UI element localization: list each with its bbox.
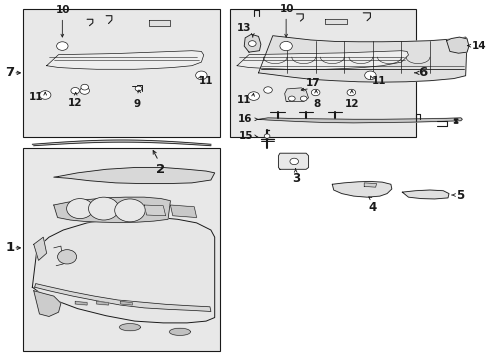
Circle shape — [195, 71, 206, 80]
Circle shape — [71, 87, 80, 94]
Bar — [229, 9, 415, 137]
Polygon shape — [144, 205, 165, 216]
Text: 14: 14 — [471, 41, 486, 51]
Text: 8: 8 — [313, 99, 320, 109]
Circle shape — [300, 96, 306, 101]
Text: 5: 5 — [455, 189, 464, 202]
Circle shape — [346, 89, 355, 96]
Circle shape — [279, 41, 292, 51]
Text: 11: 11 — [199, 76, 213, 86]
Bar — [23, 148, 220, 351]
Circle shape — [88, 197, 119, 220]
Polygon shape — [97, 301, 108, 305]
Circle shape — [248, 41, 256, 46]
Circle shape — [247, 92, 259, 100]
Polygon shape — [237, 51, 407, 69]
Circle shape — [80, 87, 89, 94]
Circle shape — [264, 134, 269, 138]
Polygon shape — [258, 118, 461, 123]
Polygon shape — [119, 324, 140, 331]
Polygon shape — [54, 197, 170, 222]
Text: 10: 10 — [56, 5, 70, 15]
Polygon shape — [35, 284, 210, 311]
Polygon shape — [32, 140, 210, 146]
Polygon shape — [278, 153, 308, 169]
Bar — [23, 9, 220, 137]
Circle shape — [288, 96, 295, 101]
Polygon shape — [169, 328, 190, 336]
Text: 13: 13 — [236, 23, 251, 33]
Circle shape — [57, 42, 68, 50]
Polygon shape — [54, 167, 214, 184]
Text: 2: 2 — [156, 163, 165, 176]
Polygon shape — [364, 183, 376, 187]
Text: 11: 11 — [371, 76, 386, 86]
Polygon shape — [244, 34, 261, 52]
Polygon shape — [75, 301, 87, 305]
Text: 7: 7 — [5, 66, 14, 79]
Text: 11: 11 — [236, 95, 251, 105]
Text: 16: 16 — [238, 114, 252, 124]
Circle shape — [311, 89, 319, 96]
Text: 9: 9 — [133, 99, 141, 109]
Polygon shape — [46, 51, 203, 69]
Polygon shape — [446, 37, 468, 53]
Circle shape — [58, 250, 77, 264]
Text: 12: 12 — [68, 98, 82, 108]
Polygon shape — [34, 291, 61, 316]
Polygon shape — [32, 217, 214, 323]
Circle shape — [40, 91, 51, 99]
Polygon shape — [325, 19, 346, 24]
Polygon shape — [332, 181, 391, 197]
Circle shape — [135, 86, 142, 91]
Polygon shape — [34, 237, 46, 260]
Text: 10: 10 — [279, 4, 294, 14]
Polygon shape — [258, 36, 466, 82]
Polygon shape — [120, 301, 132, 305]
Polygon shape — [402, 190, 448, 199]
Polygon shape — [170, 205, 196, 217]
Circle shape — [289, 158, 298, 165]
Circle shape — [81, 84, 88, 90]
Text: 11: 11 — [29, 92, 43, 102]
Circle shape — [66, 199, 93, 219]
Circle shape — [364, 71, 375, 80]
Circle shape — [263, 87, 272, 93]
Text: 1: 1 — [5, 241, 14, 255]
Text: 17: 17 — [305, 78, 320, 88]
Polygon shape — [149, 20, 170, 26]
Text: 6: 6 — [417, 66, 427, 79]
Text: 15: 15 — [239, 131, 253, 141]
Text: 4: 4 — [368, 201, 376, 214]
Polygon shape — [284, 88, 308, 102]
Text: 12: 12 — [345, 99, 359, 109]
Circle shape — [115, 199, 145, 222]
Text: 3: 3 — [292, 172, 300, 185]
